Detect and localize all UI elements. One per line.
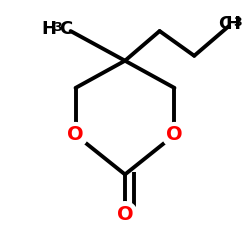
Text: H: H	[225, 15, 240, 33]
Text: 3: 3	[233, 16, 242, 28]
Text: O: O	[117, 204, 133, 224]
Text: C: C	[218, 15, 231, 33]
Text: O: O	[67, 126, 84, 144]
Text: 3: 3	[53, 20, 62, 34]
Text: H: H	[41, 20, 56, 38]
Text: C: C	[60, 20, 73, 38]
Text: O: O	[166, 126, 183, 144]
